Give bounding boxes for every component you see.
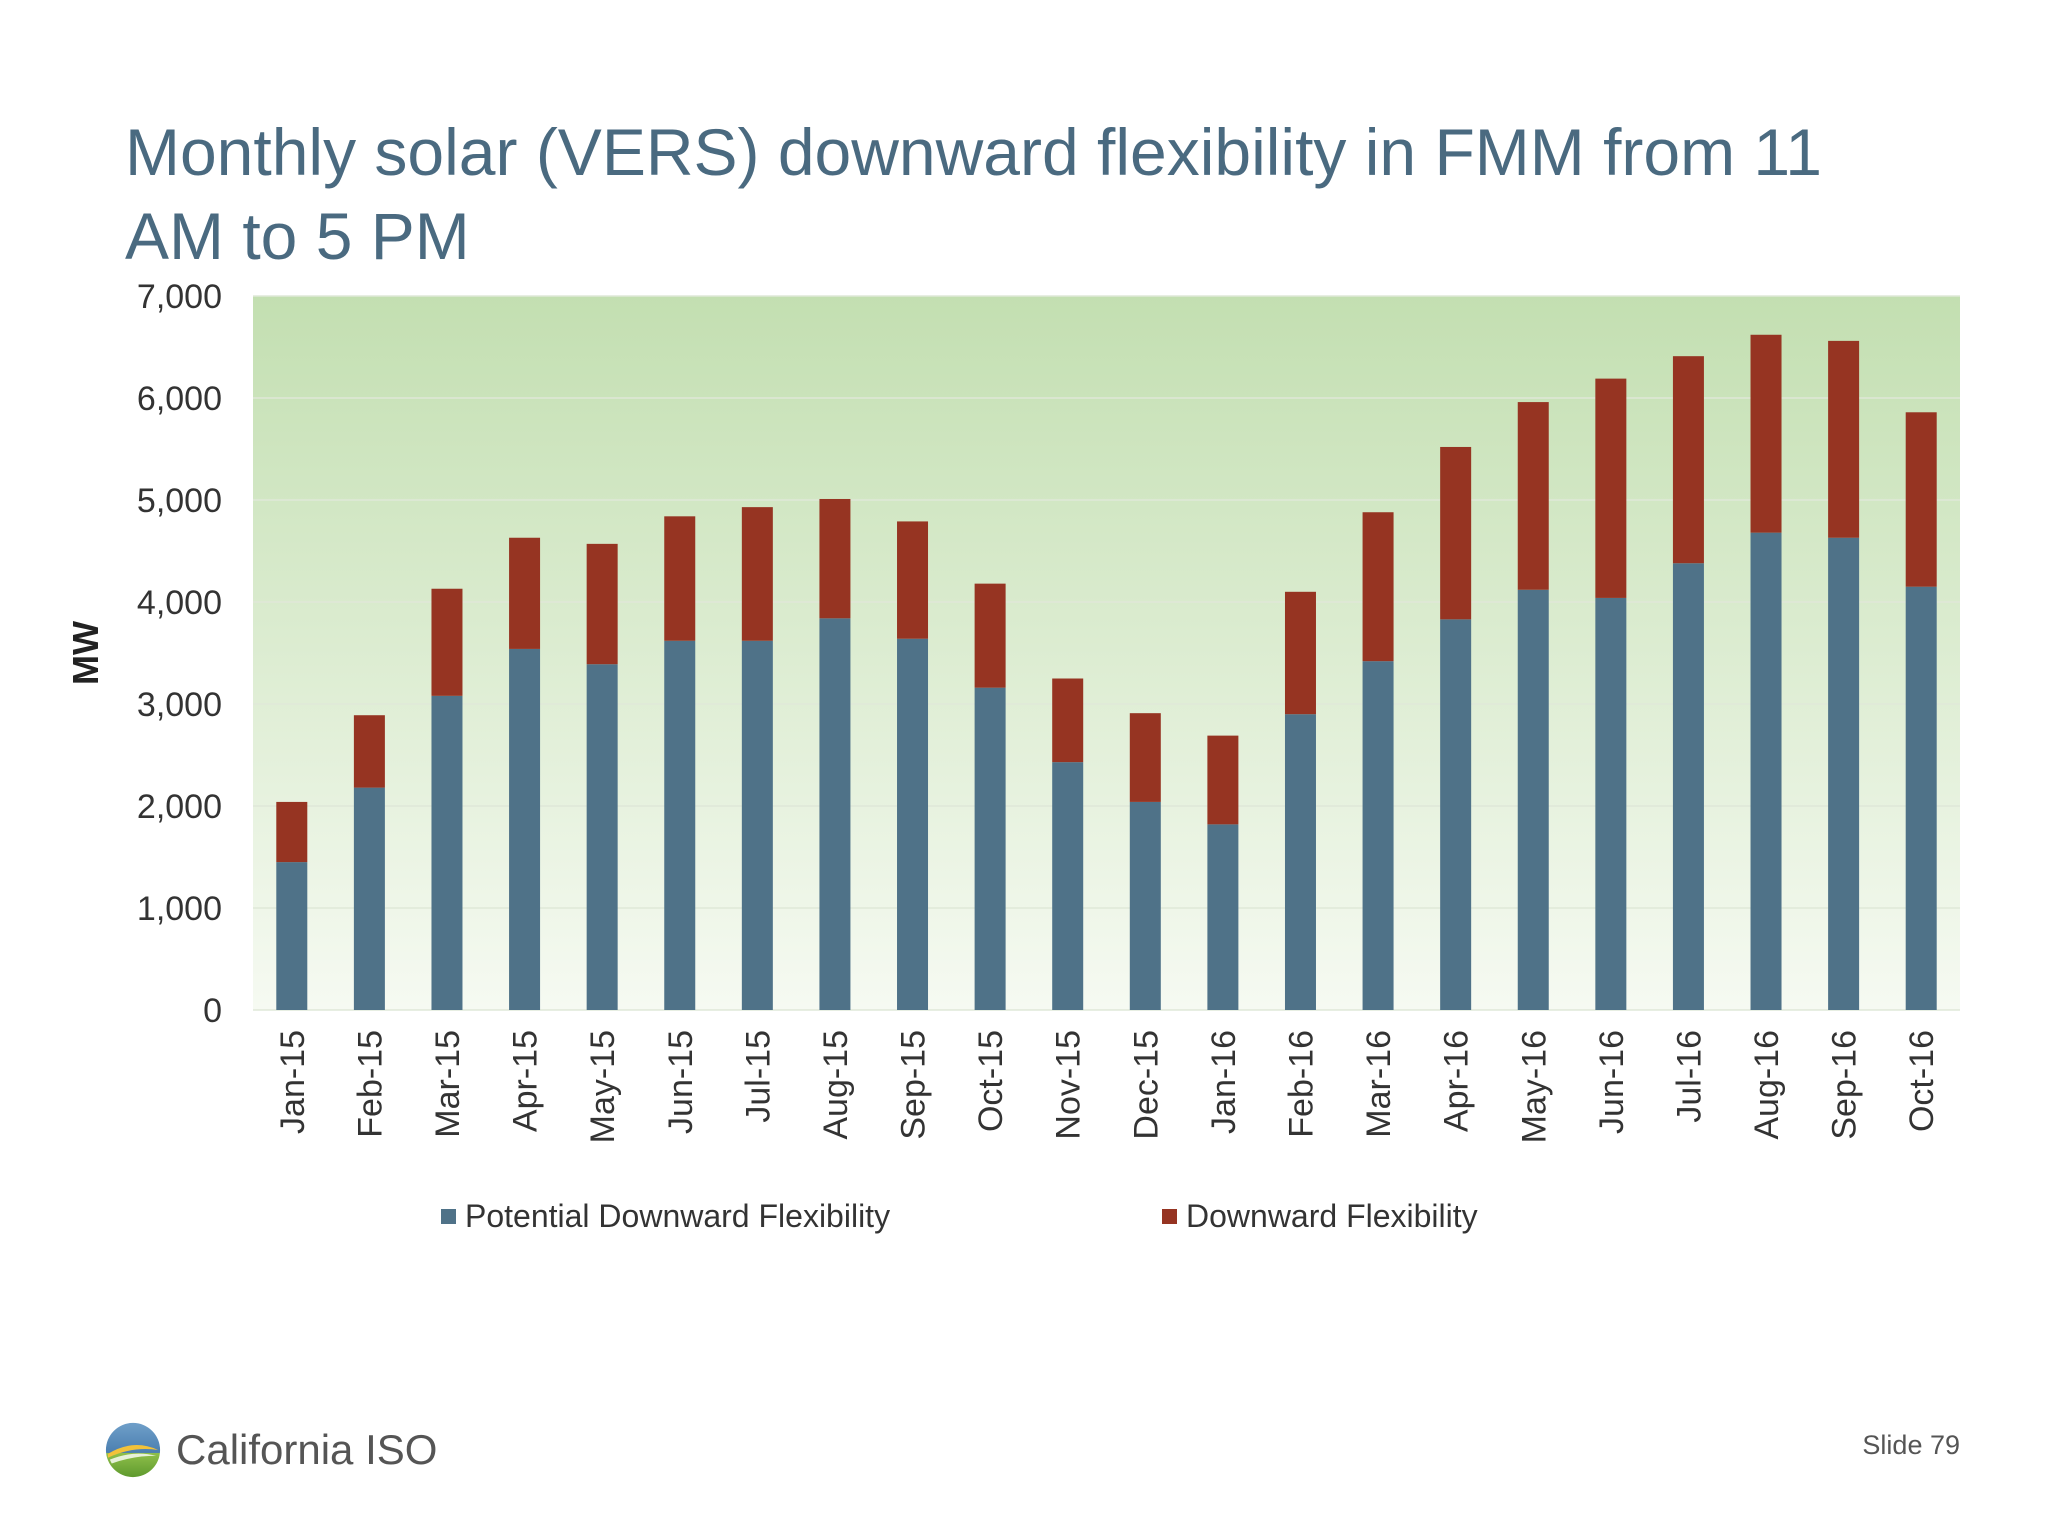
bar-downward-flexibility <box>1828 340 1860 538</box>
bar-downward-flexibility <box>819 498 851 619</box>
x-tick-label: Jan-16 <box>1205 1030 1243 1134</box>
bar-downward-flexibility <box>974 583 1006 688</box>
x-tick-label: Dec-15 <box>1127 1030 1165 1140</box>
x-tick-label: Jun-15 <box>662 1030 700 1134</box>
bar-downward-flexibility <box>1440 446 1472 620</box>
x-tick-label: Mar-16 <box>1360 1030 1398 1138</box>
x-tick-label: Aug-15 <box>817 1030 855 1140</box>
bar-potential-downward-flexibility <box>509 648 541 1010</box>
bar-potential-downward-flexibility <box>1052 762 1084 1010</box>
y-tick-label: 5,000 <box>137 482 222 520</box>
y-axis-label: MW <box>65 621 106 685</box>
y-tick-label: 2,000 <box>137 788 222 826</box>
bar-potential-downward-flexibility <box>897 638 929 1010</box>
bar-potential-downward-flexibility <box>1362 661 1394 1010</box>
bar-downward-flexibility <box>1750 334 1782 533</box>
bar-potential-downward-flexibility <box>1750 532 1782 1010</box>
x-tick-label: Jun-16 <box>1593 1030 1631 1134</box>
bars <box>276 334 1937 1010</box>
bar-potential-downward-flexibility <box>974 687 1006 1010</box>
x-tick-label: May-16 <box>1515 1030 1553 1143</box>
slide-number: Slide 79 <box>1862 1430 1960 1460</box>
slide-title: Monthly solar (VERS) downward flexibilit… <box>125 115 1822 273</box>
bar-potential-downward-flexibility <box>1828 537 1860 1010</box>
header-fade <box>0 0 2048 135</box>
x-tick-label: Apr-15 <box>507 1030 545 1132</box>
y-tick-label: 0 <box>203 992 222 1030</box>
x-tick-label: Mar-15 <box>429 1030 467 1138</box>
bar-downward-flexibility <box>276 801 308 863</box>
bar-potential-downward-flexibility <box>1129 801 1161 1010</box>
x-tick-label: Nov-15 <box>1050 1030 1088 1140</box>
x-tick-label: Oct-16 <box>1903 1030 1941 1132</box>
x-tick-label: Feb-15 <box>351 1030 389 1138</box>
logo-text: California ISO <box>176 1426 438 1473</box>
x-axis-ticks: Jan-15 Feb-15 Mar-15 Apr-15 May-15 Jun-15 Jul-… <box>274 1030 1941 1143</box>
y-tick-label: 3,000 <box>137 686 222 724</box>
bar-downward-flexibility <box>1052 678 1084 763</box>
bar-downward-flexibility <box>1905 412 1937 587</box>
legend: Potential Downward Flexibility Downward … <box>441 1198 1478 1234</box>
bar-potential-downward-flexibility <box>586 664 618 1010</box>
bar-downward-flexibility <box>1517 402 1549 590</box>
bar-downward-flexibility <box>1129 713 1161 802</box>
y-axis-ticks: 0 1,000 2,000 3,000 4,000 5,000 6,000 7,000 <box>137 278 222 1030</box>
legend-swatch-downward <box>1162 1209 1177 1224</box>
bar-potential-downward-flexibility <box>1284 714 1316 1010</box>
x-tick-label: Jul-16 <box>1670 1030 1708 1123</box>
y-tick-label: 4,000 <box>137 584 222 622</box>
y-tick-label: 6,000 <box>137 380 222 418</box>
bar-potential-downward-flexibility <box>664 640 696 1010</box>
legend-swatch-potential <box>441 1209 456 1224</box>
x-tick-label: Aug-16 <box>1748 1030 1786 1140</box>
bar-potential-downward-flexibility <box>353 787 385 1010</box>
bar-downward-flexibility <box>1284 591 1316 715</box>
bar-downward-flexibility <box>431 588 463 696</box>
x-tick-label: Oct-15 <box>972 1030 1010 1132</box>
bar-potential-downward-flexibility <box>276 862 308 1010</box>
bar-downward-flexibility <box>1362 512 1394 662</box>
bar-downward-flexibility <box>1672 356 1704 564</box>
bar-downward-flexibility <box>897 521 929 639</box>
california-iso-logo: California ISO <box>104 1415 437 1485</box>
x-tick-label: Sep-16 <box>1826 1030 1864 1140</box>
bar-downward-flexibility <box>509 537 541 649</box>
x-tick-label: Sep-15 <box>895 1030 933 1140</box>
bar-downward-flexibility <box>1207 735 1239 825</box>
bar-downward-flexibility <box>664 516 696 641</box>
bar-potential-downward-flexibility <box>431 695 463 1010</box>
bar-downward-flexibility <box>741 507 773 641</box>
x-tick-label: Jul-15 <box>739 1030 777 1123</box>
bar-potential-downward-flexibility <box>741 640 773 1010</box>
bar-potential-downward-flexibility <box>1595 597 1627 1010</box>
logo-globe-icon <box>105 1422 161 1478</box>
x-tick-label: Apr-16 <box>1438 1030 1476 1132</box>
bar-potential-downward-flexibility <box>1672 563 1704 1010</box>
bar-potential-downward-flexibility <box>1517 589 1549 1010</box>
x-tick-label: Jan-15 <box>274 1030 312 1134</box>
bar-downward-flexibility <box>353 715 385 788</box>
x-tick-label: May-15 <box>584 1030 622 1143</box>
x-tick-label: Feb-16 <box>1282 1030 1320 1138</box>
bar-potential-downward-flexibility <box>1440 619 1472 1010</box>
y-tick-label: 1,000 <box>137 890 222 928</box>
bar-potential-downward-flexibility <box>819 618 851 1010</box>
y-tick-label: 7,000 <box>137 278 222 316</box>
plot-area <box>253 296 1960 1010</box>
bar-potential-downward-flexibility <box>1905 586 1937 1010</box>
bar-downward-flexibility <box>1595 378 1627 598</box>
legend-label-potential: Potential Downward Flexibility <box>465 1198 890 1234</box>
bar-potential-downward-flexibility <box>1207 824 1239 1010</box>
legend-label-downward: Downward Flexibility <box>1186 1198 1478 1234</box>
bar-downward-flexibility <box>586 543 618 665</box>
